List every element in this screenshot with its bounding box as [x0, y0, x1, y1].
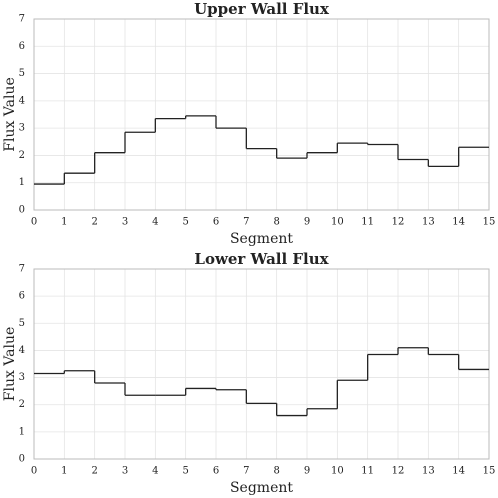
x-tick-label: 0	[31, 466, 37, 477]
x-tick-label: 2	[91, 466, 97, 477]
x-tick-label: 9	[304, 466, 310, 477]
y-tick-label: 5	[19, 68, 25, 79]
y-tick-label: 0	[19, 454, 25, 465]
y-tick-label: 3	[19, 372, 25, 383]
x-tick-label: 5	[182, 217, 188, 228]
x-tick-label: 14	[452, 466, 465, 477]
plot-frame	[33, 18, 490, 211]
x-tick-label: 3	[122, 217, 128, 228]
x-tick-label: 6	[213, 217, 219, 228]
x-tick-label: 15	[483, 466, 496, 477]
x-tick-label: 12	[392, 466, 405, 477]
x-tick-label: 3	[122, 466, 128, 477]
x-tick-label: 7	[243, 217, 249, 228]
x-tick-label: 10	[331, 217, 344, 228]
x-tick-label: 8	[273, 466, 279, 477]
y-tick-label: 1	[19, 177, 25, 188]
x-tick-label: 9	[304, 217, 310, 228]
x-axis-label: Segment	[230, 480, 293, 496]
y-tick-label: 1	[19, 426, 25, 437]
y-tick-label: 3	[19, 123, 25, 134]
x-tick-label: 8	[273, 217, 279, 228]
x-axis-label: Segment	[230, 231, 293, 247]
y-axis-label: Flux Value	[2, 77, 18, 152]
y-tick-label: 6	[19, 291, 25, 302]
x-tick-label: 4	[152, 466, 158, 477]
chart-title: Upper Wall Flux	[194, 0, 330, 18]
x-tick-label: 6	[213, 466, 219, 477]
y-tick-label: 2	[19, 150, 25, 161]
y-axis-label: Flux Value	[2, 327, 18, 402]
y-tick-label: 7	[19, 264, 25, 275]
x-tick-label: 11	[361, 466, 374, 477]
x-tick-label: 12	[392, 217, 405, 228]
x-tick-label: 10	[331, 466, 344, 477]
x-tick-label: 5	[182, 466, 188, 477]
chart-title: Lower Wall Flux	[194, 250, 329, 268]
y-tick-label: 2	[19, 399, 25, 410]
x-tick-label: 1	[61, 217, 67, 228]
x-tick-label: 11	[361, 217, 374, 228]
x-tick-label: 4	[152, 217, 158, 228]
x-tick-label: 13	[422, 466, 435, 477]
x-tick-label: 7	[243, 466, 249, 477]
y-tick-label: 5	[19, 318, 25, 329]
y-tick-label: 4	[19, 345, 25, 356]
x-tick-label: 14	[452, 217, 465, 228]
x-tick-label: 15	[483, 217, 496, 228]
y-tick-label: 7	[19, 14, 25, 25]
plot-frame	[33, 268, 490, 460]
x-tick-label: 2	[91, 217, 97, 228]
y-tick-label: 0	[19, 205, 25, 216]
x-tick-label: 0	[31, 217, 37, 228]
x-tick-label: 1	[61, 466, 67, 477]
y-tick-label: 4	[19, 95, 25, 106]
x-tick-label: 13	[422, 217, 435, 228]
y-tick-label: 6	[19, 41, 25, 52]
